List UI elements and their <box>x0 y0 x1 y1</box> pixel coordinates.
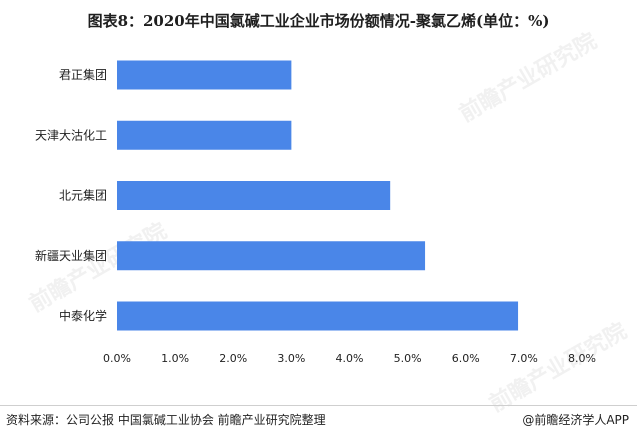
chart-title: 图表8：2020年中国氯碱工业企业市场份额情况-聚氯乙烯(单位：%) <box>87 12 550 30</box>
x-tick-label: 1.0% <box>161 352 189 365</box>
bar <box>117 120 292 150</box>
x-tick-label: 2.0% <box>219 352 247 365</box>
bar-chart: 中泰化学 新疆天业集团 北元集团 天津大沽化工 君正集团 0.0% 1.0% 2.0% 3.0… <box>35 60 596 365</box>
credit-note: @前瞻经济学人APP <box>522 413 629 427</box>
x-tick-label: 4.0% <box>336 352 364 365</box>
x-tick-label: 0.0% <box>103 352 131 365</box>
x-tick-label: 7.0% <box>510 352 538 365</box>
footer-divider <box>0 405 637 406</box>
bar <box>117 241 426 271</box>
x-tick-label: 5.0% <box>394 352 422 365</box>
x-tick-label: 8.0% <box>568 352 596 365</box>
bar <box>117 60 292 90</box>
category-label: 君正集团 <box>59 67 107 82</box>
source-note: 资料来源：公司公报 中国氯碱工业协会 前瞻产业研究院整理 <box>6 413 326 427</box>
bar <box>117 301 519 331</box>
bar <box>117 181 391 210</box>
x-tick-label: 3.0% <box>277 352 305 365</box>
category-label: 新疆天业集团 <box>35 248 107 263</box>
category-label: 北元集团 <box>59 188 107 203</box>
category-label: 中泰化学 <box>59 308 107 323</box>
x-tick-label: 6.0% <box>452 352 480 365</box>
category-label: 天津大沽化工 <box>35 128 107 142</box>
